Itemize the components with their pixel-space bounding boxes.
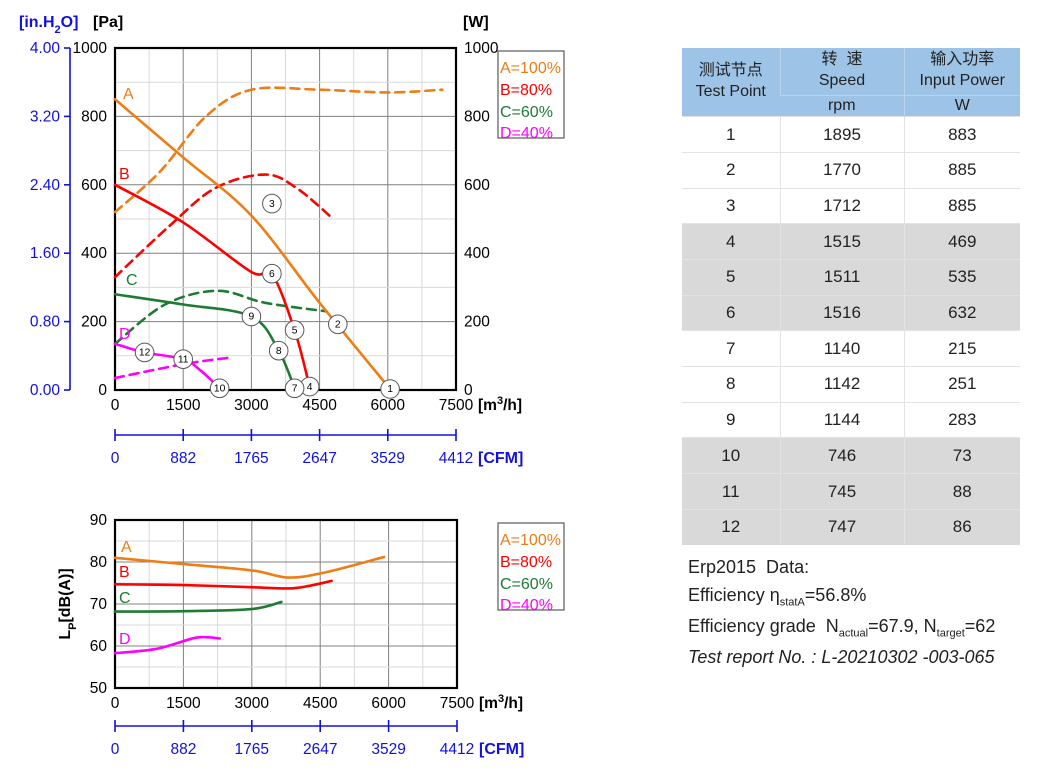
svg-text:1765: 1765 <box>234 450 268 467</box>
svg-text:4500: 4500 <box>303 695 338 712</box>
svg-text:1500: 1500 <box>166 397 201 414</box>
svg-text:LP[dB(A)]: LP[dB(A)] <box>57 568 79 639</box>
svg-text:800: 800 <box>464 108 490 125</box>
svg-text:1500: 1500 <box>166 695 201 712</box>
svg-text:8: 8 <box>276 346 282 357</box>
svg-text:600: 600 <box>81 177 107 194</box>
svg-text:50: 50 <box>90 680 108 697</box>
svg-text:800: 800 <box>81 108 107 125</box>
svg-text:1: 1 <box>387 384 393 395</box>
svg-text:7500: 7500 <box>439 397 474 414</box>
svg-text:200: 200 <box>81 314 107 331</box>
svg-text:A: A <box>123 86 134 103</box>
svg-text:[W]: [W] <box>463 14 489 31</box>
svg-text:6000: 6000 <box>371 397 406 414</box>
svg-text:600: 600 <box>464 177 490 194</box>
svg-text:10: 10 <box>214 384 226 395</box>
svg-text:C=60%: C=60% <box>500 576 553 593</box>
svg-text:90: 90 <box>90 512 108 529</box>
svg-text:[CFM]: [CFM] <box>479 741 524 758</box>
svg-text:D: D <box>119 631 131 648</box>
svg-text:[m3/h]: [m3/h] <box>479 693 523 712</box>
svg-text:0: 0 <box>98 382 107 399</box>
svg-text:A=100%: A=100% <box>500 60 561 77</box>
svg-text:80: 80 <box>90 554 108 571</box>
svg-text:D: D <box>119 326 131 343</box>
svg-text:0.00: 0.00 <box>30 382 61 399</box>
svg-text:200: 200 <box>464 314 490 331</box>
svg-text:2.40: 2.40 <box>30 177 61 194</box>
svg-text:60: 60 <box>90 638 108 655</box>
svg-text:[in.H2O]: [in.H2O] <box>19 14 78 36</box>
svg-text:11: 11 <box>178 354 189 365</box>
svg-text:2647: 2647 <box>303 741 337 758</box>
svg-text:0: 0 <box>111 450 120 467</box>
svg-text:B: B <box>119 564 130 581</box>
svg-text:400: 400 <box>81 245 107 262</box>
svg-text:4412: 4412 <box>440 741 474 758</box>
svg-text:3000: 3000 <box>234 397 269 414</box>
svg-text:400: 400 <box>464 245 490 262</box>
svg-text:C: C <box>119 590 131 607</box>
svg-text:B=80%: B=80% <box>500 554 552 571</box>
svg-text:3529: 3529 <box>371 741 405 758</box>
svg-text:6000: 6000 <box>371 695 406 712</box>
svg-text:A=100%: A=100% <box>500 532 561 549</box>
svg-text:7500: 7500 <box>440 695 475 712</box>
svg-text:4412: 4412 <box>439 450 473 467</box>
svg-text:1000: 1000 <box>464 40 499 57</box>
svg-text:[m3/h]: [m3/h] <box>478 395 522 414</box>
svg-text:0.80: 0.80 <box>30 314 61 331</box>
svg-text:3: 3 <box>269 199 275 210</box>
svg-text:1000: 1000 <box>73 40 108 57</box>
svg-text:0: 0 <box>111 695 120 712</box>
svg-text:7: 7 <box>292 384 298 395</box>
svg-text:5: 5 <box>292 325 298 336</box>
svg-text:A: A <box>121 539 132 556</box>
svg-text:C: C <box>126 272 138 289</box>
svg-text:0: 0 <box>111 397 120 414</box>
svg-text:882: 882 <box>170 741 196 758</box>
svg-text:3000: 3000 <box>235 695 270 712</box>
svg-text:3529: 3529 <box>371 450 405 467</box>
svg-text:2: 2 <box>335 320 341 331</box>
svg-text:9: 9 <box>249 312 255 323</box>
svg-text:4.00: 4.00 <box>30 40 61 57</box>
svg-text:2647: 2647 <box>302 450 336 467</box>
svg-text:1765: 1765 <box>235 741 269 758</box>
svg-text:B: B <box>119 166 130 183</box>
svg-text:70: 70 <box>90 596 108 613</box>
svg-text:D=40%: D=40% <box>500 125 553 142</box>
svg-text:12: 12 <box>139 348 151 359</box>
svg-text:B=80%: B=80% <box>500 82 552 99</box>
svg-text:1.60: 1.60 <box>30 245 61 262</box>
svg-text:C=60%: C=60% <box>500 104 553 121</box>
svg-text:6: 6 <box>269 269 275 280</box>
svg-text:D=40%: D=40% <box>500 597 553 614</box>
svg-text:0: 0 <box>111 741 120 758</box>
svg-text:[CFM]: [CFM] <box>478 450 523 467</box>
svg-text:3.20: 3.20 <box>30 108 61 125</box>
svg-text:882: 882 <box>170 450 196 467</box>
svg-text:[Pa]: [Pa] <box>93 14 123 31</box>
svg-text:4500: 4500 <box>302 397 337 414</box>
svg-text:4: 4 <box>307 382 313 393</box>
